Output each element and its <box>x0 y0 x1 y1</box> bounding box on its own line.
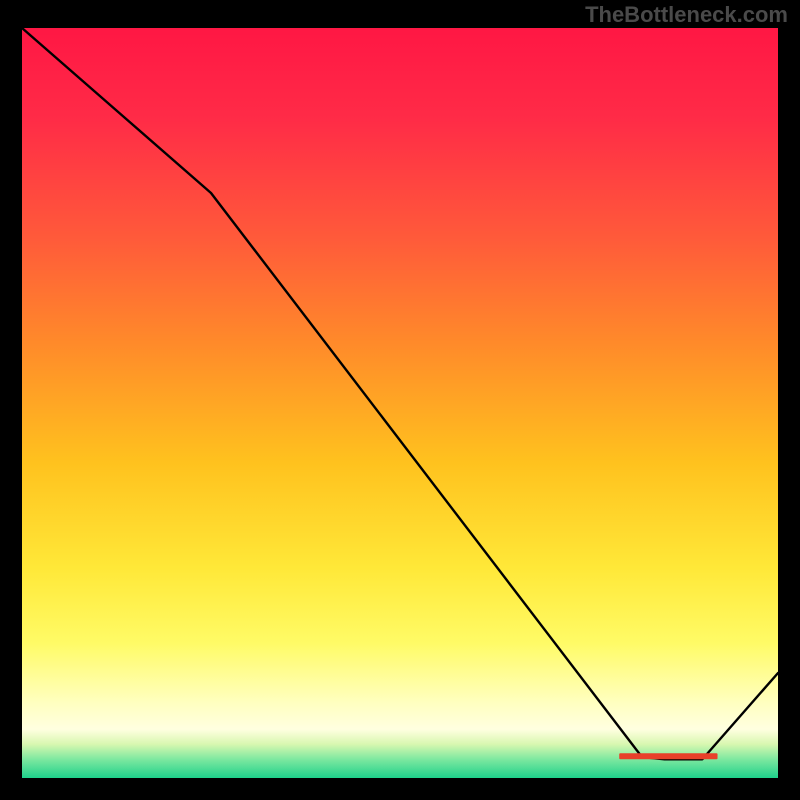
bottleneck-chart: TheBottleneck.com <box>0 0 800 800</box>
chart-plot-area <box>22 28 778 778</box>
attribution-watermark: TheBottleneck.com <box>585 2 788 27</box>
optimal-range-marker <box>619 753 717 759</box>
